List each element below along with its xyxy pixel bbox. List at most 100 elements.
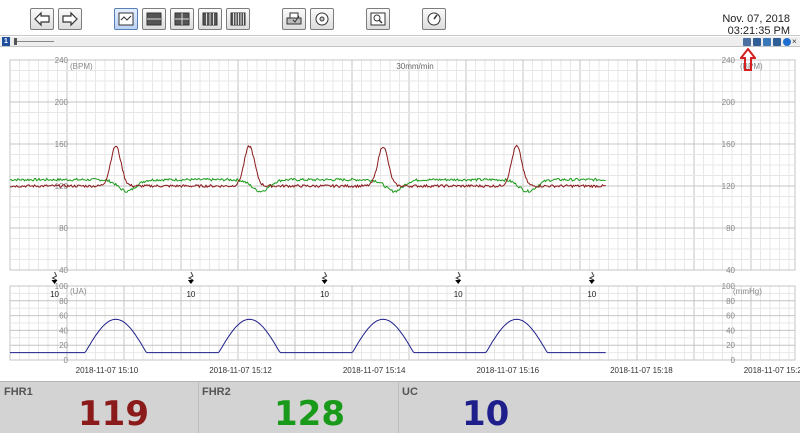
- x-tick-label: 2018-11-07 15:14: [343, 366, 406, 375]
- y-tick-label: 40: [59, 266, 68, 275]
- x-tick-label: 2018-11-07 15:10: [76, 366, 139, 375]
- fhr2-label: FHR2: [202, 386, 231, 398]
- gauge-icon: [427, 12, 441, 26]
- layout-cols4-button[interactable]: [198, 8, 222, 30]
- break-marker: [321, 271, 328, 281]
- forward-button[interactable]: [58, 8, 82, 30]
- event-marker-label: 10: [454, 290, 463, 299]
- y-tick-label: 160: [55, 140, 69, 149]
- print-small-icon[interactable]: [773, 38, 781, 46]
- disc-icon: [315, 12, 329, 26]
- event-marker: [187, 280, 194, 284]
- save-icon[interactable]: [763, 38, 771, 46]
- fhr1-label: FHR1: [4, 386, 33, 398]
- y-tick-label: 60: [726, 312, 735, 321]
- clock-time: 03:21:35 PM: [727, 25, 790, 37]
- panel-titlebar: 1 ×: [0, 37, 800, 47]
- vital-divider: [398, 382, 399, 433]
- event-marker-label: 10: [587, 290, 596, 299]
- zoom-slider-track[interactable]: [14, 41, 54, 42]
- break-marker: [187, 271, 194, 281]
- event-marker: [51, 280, 58, 284]
- y-tick-label: 240: [55, 56, 69, 65]
- speed-button[interactable]: [422, 8, 446, 30]
- chart-traces: [9, 144, 606, 354]
- uc-trace: [10, 318, 606, 354]
- y-tick-label: 40: [726, 266, 735, 275]
- sound-icon[interactable]: [753, 38, 761, 46]
- break-marker: [588, 271, 595, 281]
- x-tick-label: 2018-11-07 15:12: [209, 366, 272, 375]
- panel-number-badge: 1: [2, 37, 10, 46]
- event-marker-label: 10: [50, 290, 59, 299]
- layout-single-icon: [118, 12, 134, 26]
- vitals-bar: FHR1 119 FHR2 128 UC 10: [0, 381, 800, 433]
- event-marker: [321, 280, 328, 284]
- y-tick-label: 80: [726, 297, 735, 306]
- zoom-slider-thumb[interactable]: [14, 38, 17, 45]
- fhr1-trace: [10, 144, 606, 189]
- y-tick-label: 20: [726, 341, 735, 350]
- layout-split-icon: [146, 12, 162, 26]
- chart-markers: 10 10 10 10 10: [50, 271, 597, 299]
- alert-arrow-icon: [740, 48, 756, 71]
- y-tick-label: 100: [722, 282, 736, 291]
- arrow-right-icon: [62, 11, 78, 27]
- y-tick-label: 40: [59, 326, 68, 335]
- y-tick-label: 80: [726, 224, 735, 233]
- settings-button[interactable]: [310, 8, 334, 30]
- zoom-icon: [370, 12, 386, 26]
- printer-icon: [286, 12, 302, 25]
- y-tick-label: 60: [59, 312, 68, 321]
- fhr2-trace: [9, 177, 606, 194]
- chart-grid: [9, 59, 796, 361]
- fhr2-value: 128: [274, 394, 345, 433]
- toolbar: Nov. 07, 2018 03:21:35 PM: [0, 0, 800, 37]
- layout-split-button[interactable]: [142, 8, 166, 30]
- x-tick-label: 2018-11-07 15:18: [610, 366, 673, 375]
- y-tick-label: 40: [726, 326, 735, 335]
- chart-view-icon[interactable]: [743, 38, 751, 46]
- vital-divider: [198, 382, 199, 433]
- y-tick-label: 0: [64, 356, 69, 365]
- y-tick-label: 200: [55, 98, 69, 107]
- break-marker: [455, 271, 461, 281]
- y-tick-label: 20: [59, 341, 68, 350]
- event-marker: [588, 280, 595, 284]
- y-tick-label: 80: [59, 297, 68, 306]
- close-panel-icon[interactable]: ×: [792, 37, 797, 46]
- zoom-button[interactable]: [366, 8, 390, 30]
- paper-speed-label: 30mm/min: [396, 62, 433, 71]
- y-tick-label: 160: [722, 140, 736, 149]
- layout-columns-icon: [202, 12, 218, 26]
- y-tick-label: 120: [722, 182, 736, 191]
- arrow-left-icon: [34, 11, 50, 27]
- break-marker: [51, 271, 58, 281]
- uc-axis-title-right: (mmHg): [733, 287, 762, 296]
- layout-single-button[interactable]: [114, 8, 138, 30]
- clock-date: Nov. 07, 2018: [722, 13, 790, 25]
- layout-quad-button[interactable]: [170, 8, 194, 30]
- y-axis-title: (BPM): [70, 62, 93, 71]
- event-marker: [455, 280, 462, 284]
- uc-value: 10: [462, 394, 510, 433]
- x-tick-label: 2018-11-07 15:16: [476, 366, 539, 375]
- layout-cols6-button[interactable]: [226, 8, 250, 30]
- y-tick-label: 200: [722, 98, 736, 107]
- x-tick-label: 2018-11-07 15:20: [744, 366, 800, 375]
- event-marker-label: 10: [186, 290, 195, 299]
- event-marker-label: 10: [320, 290, 329, 299]
- info-icon[interactable]: [783, 38, 791, 46]
- y-tick-label: 80: [59, 224, 68, 233]
- y-tick-label: 240: [722, 56, 736, 65]
- uc-label: UC: [402, 386, 418, 398]
- uc-axis-title: (UA): [70, 287, 87, 296]
- layout-quad-icon: [174, 12, 190, 26]
- y-tick-label: 100: [55, 282, 69, 291]
- print-button[interactable]: [282, 8, 306, 30]
- back-button[interactable]: [30, 8, 54, 30]
- y-tick-label: 0: [731, 356, 736, 365]
- fhr1-value: 119: [78, 394, 149, 433]
- ctg-chart: 2402001601208040240200160120804010080604…: [9, 56, 800, 375]
